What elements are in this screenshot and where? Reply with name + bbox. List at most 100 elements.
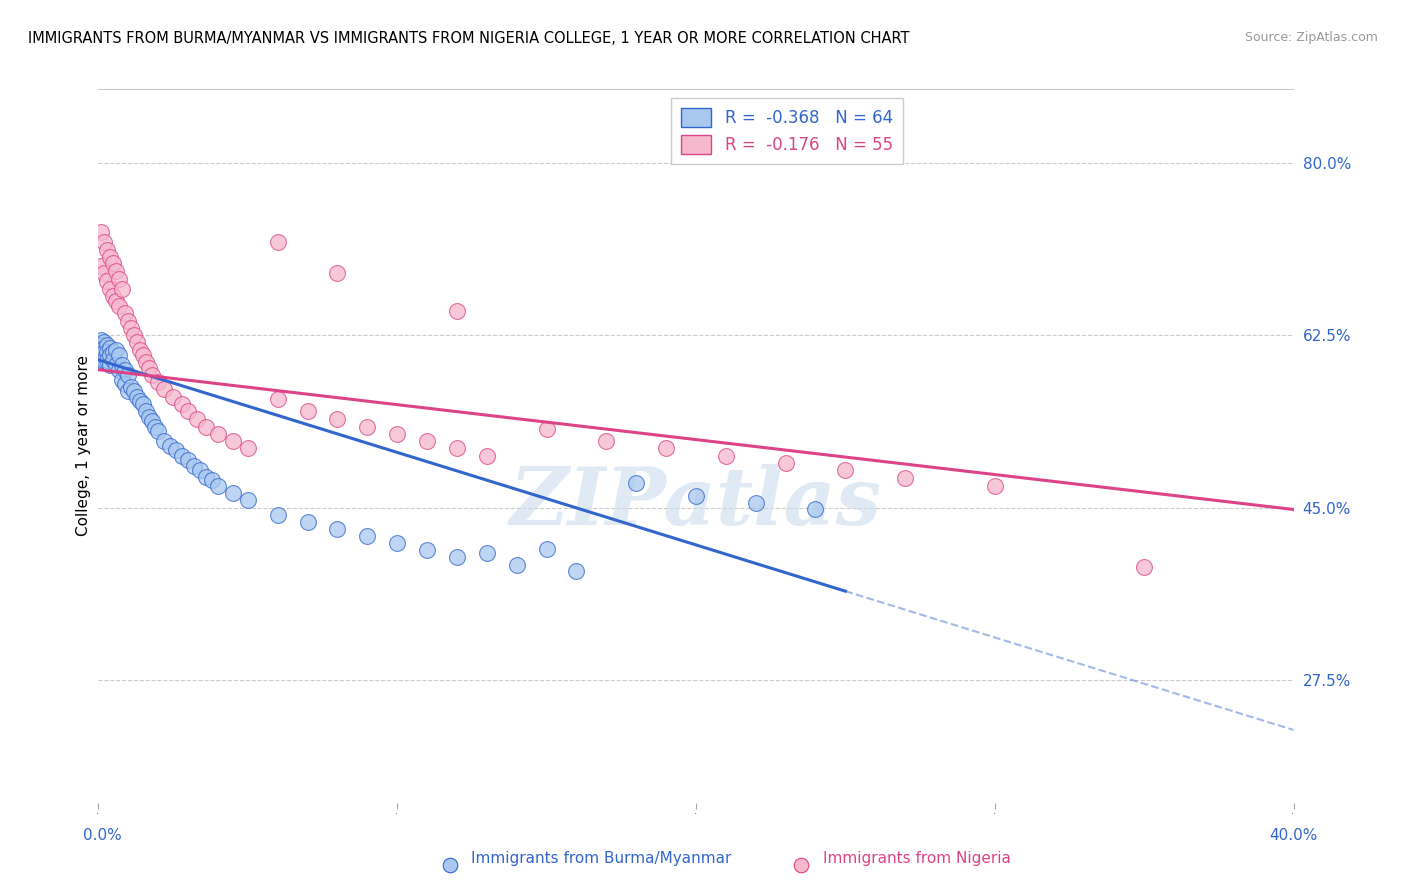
Point xyxy=(96,274,118,288)
Point xyxy=(326,522,349,536)
Point xyxy=(475,546,498,560)
Point xyxy=(141,368,163,382)
Point xyxy=(90,352,112,367)
Point xyxy=(100,250,122,264)
Point xyxy=(172,397,194,411)
Point xyxy=(117,368,139,382)
Text: Source: ZipAtlas.com: Source: ZipAtlas.com xyxy=(1244,31,1378,45)
Point xyxy=(135,404,157,418)
Point xyxy=(100,358,122,372)
Text: ZIPatlas: ZIPatlas xyxy=(510,465,882,541)
Point xyxy=(96,345,118,359)
Point xyxy=(834,463,856,477)
Point xyxy=(100,341,122,355)
Point xyxy=(207,426,229,441)
Point xyxy=(159,440,181,454)
Point xyxy=(117,384,139,399)
Point xyxy=(385,536,409,550)
Point xyxy=(103,256,125,270)
Point xyxy=(105,293,128,308)
Point xyxy=(100,348,122,362)
Point xyxy=(96,243,118,257)
Point xyxy=(536,541,558,556)
Text: IMMIGRANTS FROM BURMA/MYANMAR VS IMMIGRANTS FROM NIGERIA COLLEGE, 1 YEAR OR MORE: IMMIGRANTS FROM BURMA/MYANMAR VS IMMIGRA… xyxy=(28,31,910,46)
Point xyxy=(90,343,112,357)
Point xyxy=(129,343,152,357)
Point xyxy=(132,348,155,362)
Point xyxy=(120,321,142,335)
Point xyxy=(894,471,917,485)
Point xyxy=(93,266,115,280)
Point xyxy=(111,358,134,372)
Point xyxy=(105,358,128,372)
Point xyxy=(90,338,112,352)
Point xyxy=(108,348,131,362)
Point xyxy=(195,470,218,484)
Point xyxy=(129,394,152,409)
Point xyxy=(127,335,149,350)
Text: 40.0%: 40.0% xyxy=(1270,828,1317,843)
Point xyxy=(111,373,134,387)
Point xyxy=(267,392,290,407)
Point xyxy=(446,303,468,318)
Point xyxy=(93,352,115,367)
Point xyxy=(103,289,125,303)
Point xyxy=(536,422,558,436)
Point xyxy=(105,264,128,278)
Point xyxy=(105,343,128,357)
Point xyxy=(356,419,378,434)
Point xyxy=(236,442,259,456)
Point xyxy=(93,235,115,249)
Point xyxy=(416,434,439,448)
Point xyxy=(183,459,205,474)
Point xyxy=(475,450,498,464)
Point xyxy=(439,858,461,872)
Point xyxy=(685,489,707,503)
Point xyxy=(100,282,122,296)
Point xyxy=(96,338,118,352)
Point xyxy=(90,333,112,347)
Point xyxy=(195,419,218,434)
Point xyxy=(236,492,259,507)
Point xyxy=(745,495,768,509)
Point xyxy=(446,442,468,456)
Y-axis label: College, 1 year or more: College, 1 year or more xyxy=(76,356,91,536)
Point xyxy=(141,414,163,428)
Point xyxy=(90,348,112,362)
Point xyxy=(177,453,200,467)
Point xyxy=(356,529,378,543)
Point xyxy=(114,377,136,392)
Point xyxy=(111,282,134,296)
Point xyxy=(143,419,166,434)
Point xyxy=(446,549,468,564)
Point xyxy=(90,260,112,274)
Point xyxy=(326,266,349,280)
Point xyxy=(775,456,797,470)
Point xyxy=(565,565,588,579)
Point xyxy=(124,328,146,343)
Point xyxy=(148,424,170,438)
Point xyxy=(1133,559,1156,574)
Point xyxy=(93,335,115,350)
Point xyxy=(416,542,439,557)
Point xyxy=(124,384,146,399)
Point xyxy=(148,375,170,389)
Point xyxy=(506,558,529,572)
Point xyxy=(96,352,118,367)
Point xyxy=(120,380,142,394)
Point xyxy=(103,352,125,367)
Point xyxy=(132,397,155,411)
Point xyxy=(804,502,827,516)
Point xyxy=(297,516,319,530)
Point xyxy=(127,390,149,404)
Point xyxy=(385,426,409,441)
Point xyxy=(984,479,1007,493)
Text: Immigrants from Burma/Myanmar: Immigrants from Burma/Myanmar xyxy=(471,851,731,865)
Point xyxy=(201,473,224,487)
Point xyxy=(297,404,319,418)
Point xyxy=(153,434,176,448)
Point xyxy=(138,360,160,375)
Point xyxy=(108,362,131,376)
Point xyxy=(626,475,648,490)
Point xyxy=(188,463,211,477)
